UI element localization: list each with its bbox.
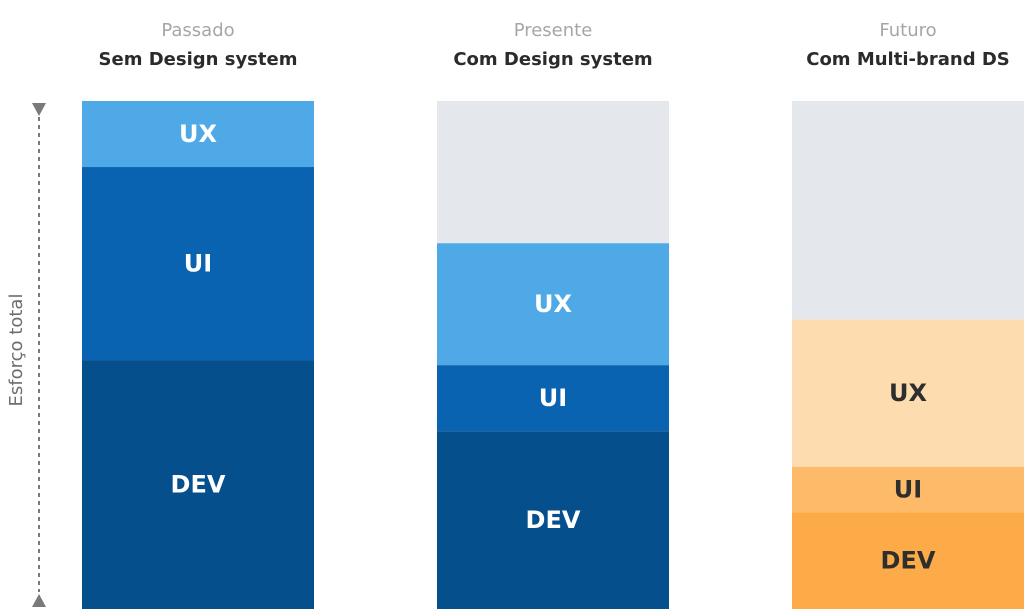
arrow-down-icon [32,103,46,116]
segment-label-dev: DEV [526,506,581,534]
effort-axis: Esforço total [6,103,46,607]
column-1: Passado Sem Design system UX UI DEV [82,20,314,609]
segment-label-ui: UI [894,476,922,504]
segment-label-dev: DEV [881,547,936,575]
segment-dev [82,360,314,609]
segment-label-ux: UX [889,379,927,407]
column-title: Com Design system [453,49,652,70]
segment-ux [792,319,1024,467]
column-era-label: Presente [514,20,593,41]
columns-group: Passado Sem Design system UX UI DEV Presente C… [82,20,1024,609]
segment-dev [792,512,1024,609]
column-era-label: Futuro [879,20,936,41]
remaining-effort-segment [437,101,669,244]
segment-label-ui: UI [184,250,212,278]
segment-label-ux: UX [179,120,217,148]
segment-ui [82,167,314,361]
segment-ui [792,466,1024,513]
column-era-label: Passado [161,20,234,41]
segment-label-dev: DEV [171,471,226,499]
segment-ux [437,243,669,366]
segment-ux [82,101,314,168]
segment-label-ux: UX [534,290,572,318]
segment-ui [437,365,669,432]
column-2: Presente Com Design system UX UI DEV [437,20,669,609]
segment-label-ui: UI [539,384,567,412]
remaining-effort-segment [792,101,1024,320]
effort-axis-label: Esforço total [6,294,27,407]
column-3: Futuro Com Multi-brand DS UX UI DEV [792,20,1024,609]
arrow-up-icon [32,594,46,607]
segment-dev [437,431,669,609]
column-title: Sem Design system [99,49,298,70]
column-title: Com Multi-brand DS [806,49,1010,70]
